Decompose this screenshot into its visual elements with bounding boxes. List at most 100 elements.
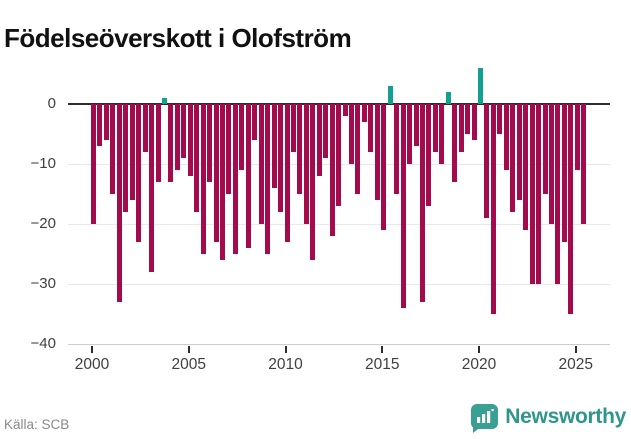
- bar-negative: [252, 104, 258, 140]
- bar-negative: [245, 104, 251, 248]
- bar-positive: [387, 86, 393, 104]
- bar-negative: [149, 104, 155, 272]
- newsworthy-wordmark: Newsworthy: [505, 405, 626, 428]
- bar-negative: [400, 104, 406, 308]
- bar-negative: [419, 104, 425, 302]
- bar-negative: [232, 104, 238, 254]
- y-axis-tick-label: −10: [30, 155, 56, 172]
- bar-negative: [523, 104, 529, 230]
- bar-negative: [97, 104, 103, 146]
- bar-negative: [394, 104, 400, 194]
- bar-negative: [303, 104, 309, 224]
- bar-negative: [155, 104, 161, 182]
- bar-negative: [471, 104, 477, 140]
- x-axis-tick: [381, 346, 384, 353]
- bar-negative: [200, 104, 206, 254]
- bar-negative: [561, 104, 567, 242]
- bar-negative: [510, 104, 516, 212]
- bar-negative: [336, 104, 342, 206]
- bar-negative: [342, 104, 348, 116]
- bar-negative: [497, 104, 503, 134]
- source-attribution: Källa: SCB: [4, 417, 70, 432]
- y-axis-tick-label: 0: [47, 95, 56, 112]
- bar-negative: [284, 104, 290, 242]
- bar-negative: [91, 104, 96, 224]
- bar-negative: [465, 104, 471, 134]
- bar-negative: [174, 104, 180, 170]
- bar-negative: [142, 104, 148, 152]
- bar-negative: [110, 104, 116, 194]
- bar-negative: [439, 104, 445, 164]
- bar-negative: [297, 104, 303, 194]
- y-axis-tick-label: −40: [30, 335, 56, 352]
- bar-positive: [161, 98, 167, 104]
- bar-negative: [484, 104, 490, 218]
- bar-negative: [413, 104, 419, 146]
- bar-negative: [136, 104, 142, 242]
- bar-negative: [116, 104, 122, 302]
- bar-negative: [187, 104, 193, 176]
- bar-positive: [445, 92, 451, 104]
- bar-negative: [310, 104, 316, 260]
- bar-negative: [568, 104, 574, 314]
- bar-negative: [529, 104, 535, 284]
- x-axis-tick: [478, 346, 480, 353]
- bar-negative: [490, 104, 496, 314]
- x-axis-tick-label: 2015: [365, 356, 400, 373]
- x-axis-tick: [284, 346, 287, 353]
- bar-negative: [548, 104, 554, 224]
- bar-negative: [555, 104, 561, 284]
- x-axis-tick-label: 2025: [558, 356, 594, 373]
- bar-negative: [278, 104, 284, 212]
- bar-negative: [407, 104, 413, 164]
- bar-negative: [181, 104, 187, 158]
- bar-negative: [516, 104, 522, 200]
- bar-negative: [542, 104, 548, 194]
- y-gridline: [68, 284, 610, 285]
- x-axis-tick: [574, 346, 577, 353]
- bar-negative: [103, 104, 109, 140]
- newsworthy-logo[interactable]: Newsworthy: [471, 402, 626, 433]
- bar-negative: [226, 104, 232, 194]
- bar-negative: [368, 104, 374, 152]
- x-axis-tick-label: 2020: [461, 356, 497, 373]
- chart-title: Födelseöverskott i Olofström: [4, 23, 352, 54]
- bar-negative: [432, 104, 438, 152]
- y-gridline: [68, 224, 610, 225]
- bar-positive: [478, 68, 483, 104]
- bar-negative: [574, 104, 580, 170]
- bar-negative: [265, 104, 271, 254]
- bar-negative: [381, 104, 387, 230]
- bar-negative: [374, 104, 380, 200]
- bar-negative: [452, 104, 458, 182]
- bar-negative: [168, 104, 174, 182]
- x-axis-tick: [91, 346, 93, 353]
- bar-negative: [123, 104, 129, 212]
- y-gridline: [68, 344, 610, 345]
- x-axis-tick: [187, 346, 190, 353]
- bar-negative: [316, 104, 322, 176]
- bar-negative: [194, 104, 200, 212]
- bar-negative: [361, 104, 367, 122]
- bar-negative: [349, 104, 354, 164]
- bar-negative: [220, 104, 225, 260]
- bar-negative: [271, 104, 277, 188]
- x-axis-tick-label: 2005: [171, 356, 207, 373]
- bar-negative: [323, 104, 329, 158]
- bar-negative: [355, 104, 361, 194]
- bar-negative: [129, 104, 135, 200]
- bar-chart-pin-icon: [471, 403, 499, 433]
- bar-negative: [426, 104, 432, 206]
- y-axis-tick-label: −30: [30, 275, 56, 292]
- bar-negative: [581, 104, 587, 224]
- y-axis-tick-label: −20: [30, 215, 56, 232]
- x-axis-tick-label: 2000: [74, 356, 110, 373]
- bar-negative: [258, 104, 264, 224]
- x-axis-tick-label: 2010: [268, 356, 303, 373]
- bar-negative: [290, 104, 296, 152]
- bar-negative: [536, 104, 542, 284]
- bar-negative: [207, 104, 213, 182]
- bar-negative: [458, 104, 464, 152]
